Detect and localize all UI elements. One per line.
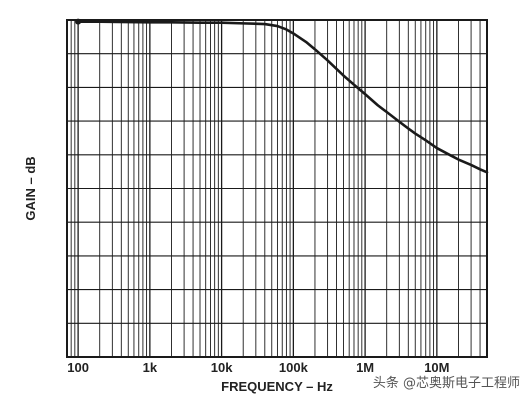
x-tick-label: 1M [356,360,374,375]
x-tick-label: 100k [279,360,309,375]
series-line-gain [76,20,489,174]
x-tick-label: 10k [211,360,233,375]
y-axis-label: GAIN – dB [23,156,38,220]
series-start-marker [75,18,82,25]
x-tick-label: 1k [143,360,158,375]
major-gridlines [67,20,487,357]
x-axis-label: FREQUENCY – Hz [221,379,333,394]
x-tick-labels: 100 1k 10k 100k 1M 10M [67,360,449,375]
x-tick-label: 10M [424,360,449,375]
plot-frame [66,19,488,358]
watermark-text: 头条 @芯奥斯电子工程师 [373,375,520,391]
x-tick-label: 100 [67,360,89,375]
